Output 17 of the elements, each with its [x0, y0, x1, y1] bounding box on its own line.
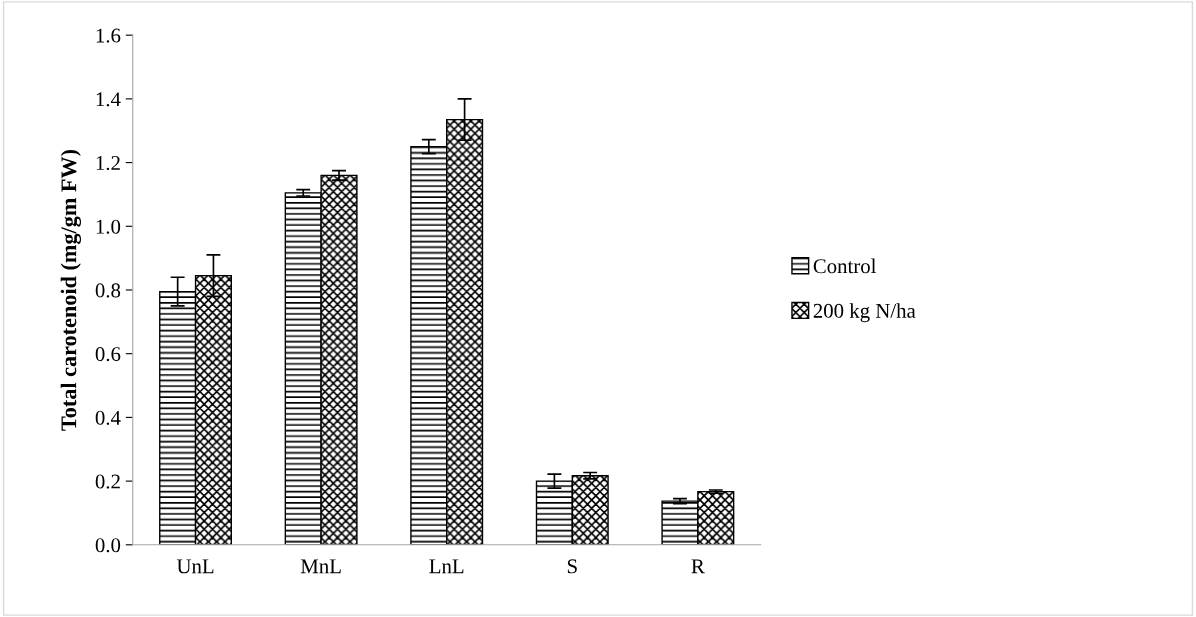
x-tick-label: S	[567, 559, 577, 574]
legend-label: 200 kg N/ha	[813, 303, 916, 323]
y-axis-title: Total carotenoid (mg/gm FW)	[60, 149, 82, 431]
y-tick-label: 1.0	[96, 219, 121, 234]
x-tick-label: MnL	[300, 559, 341, 574]
y-tick-label: 0.4	[95, 410, 121, 425]
x-tick-label: LnL	[429, 559, 464, 574]
y-tick-label: 1.4	[96, 92, 121, 107]
y-tick-label: 0.0	[95, 538, 121, 553]
y-tick-label: 1.6	[96, 28, 121, 43]
y-tick-label: 1.2	[96, 156, 120, 171]
x-tick-label: R	[691, 559, 705, 574]
legend-label: Control	[813, 258, 877, 274]
y-tick-label: 0.8	[95, 283, 121, 298]
y-tick-label: 0.2	[95, 474, 120, 489]
y-tick-label: 0.6	[95, 347, 121, 362]
x-tick-label: UnL	[176, 559, 214, 574]
